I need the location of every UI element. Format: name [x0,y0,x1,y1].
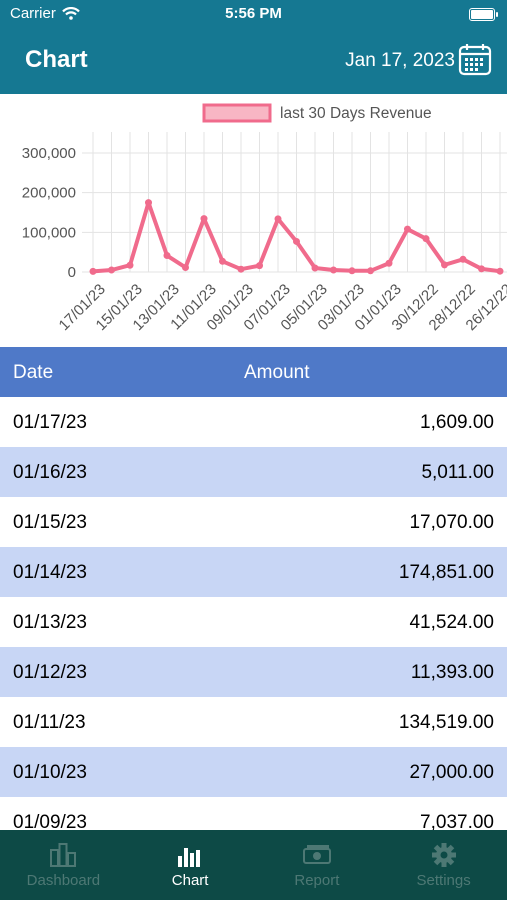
row-amount: 1,609.00 [420,412,494,433]
data-point [348,267,356,275]
y-tick-label: 100,000 [22,224,76,241]
selected-date[interactable]: Jan 17, 2023 [345,50,455,71]
table-row[interactable]: 01/14/23 174,851.00 [0,547,507,597]
revenue-chart: 300,000 200,000 100,000 0 17/01/23 15/01/23 1… [0,94,507,347]
column-header-amount: Amount [244,362,310,383]
tab-dashboard[interactable]: Dashboard [0,830,127,900]
revenue-table[interactable]: 01/17/23 1,609.00 01/16/23 5,011.00 01/15/… [0,397,507,830]
table-header: Date Amount [0,347,507,397]
status-time: 5:56 PM [225,5,282,22]
chart-icon [178,848,201,867]
data-point [145,199,152,207]
settings-icon [431,843,456,867]
row-amount: 7,037.00 [420,812,494,830]
data-point [422,235,430,243]
tab-label: Report [294,872,340,889]
table-row[interactable]: 01/12/23 11,393.00 [0,647,507,697]
data-point [200,215,208,223]
row-date: 01/10/23 [13,762,87,783]
table-row[interactable]: 01/15/23 17,070.00 [0,497,507,547]
row-amount: 41,524.00 [409,612,494,633]
table-row[interactable]: 01/17/23 1,609.00 [0,397,507,447]
y-tick-label: 0 [68,264,76,281]
status-bar: Carrier 5:56 PM [0,5,507,25]
data-point [126,261,134,269]
data-point [274,215,282,223]
data-point [404,225,411,233]
tab-chart[interactable]: Chart [127,830,254,900]
nav-header: Carrier 5:56 PM Chart Jan 17, 2023 [0,0,507,94]
data-point [385,259,393,267]
table-row[interactable]: 01/16/23 5,011.00 [0,447,507,497]
row-amount: 27,000.00 [409,762,494,783]
table-row[interactable]: 01/13/23 41,524.00 [0,597,507,647]
data-point [441,261,448,269]
dashboard-icon [50,843,77,867]
row-date: 01/13/23 [13,612,87,633]
wifi-icon [62,7,80,20]
row-amount: 5,011.00 [421,462,494,483]
row-date: 01/09/23 [13,812,87,830]
data-point [293,237,300,245]
data-point [237,265,245,273]
data-point [219,257,226,265]
data-point [182,263,189,271]
report-icon [302,845,331,864]
tab-bar: Dashboard Chart Report [0,830,507,900]
row-date: 01/12/23 [13,662,87,683]
data-point [459,255,467,263]
tab-label: Settings [416,872,471,889]
battery-icon [469,8,498,21]
tab-label: Dashboard [26,872,101,889]
row-date: 01/15/23 [13,512,87,533]
table-row[interactable]: 01/09/23 7,037.00 [0,797,507,830]
data-point [496,267,504,275]
table-row[interactable]: 01/11/23 134,519.00 [0,697,507,747]
data-point [478,265,485,273]
data-point [367,267,374,275]
y-tick-label: 200,000 [22,185,76,202]
legend-swatch [202,103,272,123]
carrier: Carrier [10,5,80,22]
legend-label: last 30 Days Revenue [280,105,432,122]
y-tick-label: 300,000 [22,145,76,162]
data-point [163,252,171,260]
row-amount: 174,851.00 [398,562,494,583]
row-amount: 134,519.00 [398,712,494,733]
row-date: 01/11/23 [13,712,86,733]
row-amount: 17,070.00 [409,512,494,533]
row-date: 01/16/23 [13,462,87,483]
row-date: 01/14/23 [13,562,87,583]
carrier-label: Carrier [10,5,56,22]
table-row[interactable]: 01/10/23 27,000.00 [0,747,507,797]
data-point [256,262,263,270]
page-title: Chart [25,46,88,73]
data-point [89,267,97,275]
row-amount: 11,393.00 [410,662,494,683]
row-date: 01/17/23 [13,412,87,433]
data-point [330,266,337,274]
data-point [108,266,115,274]
column-header-date: Date [13,362,54,383]
data-point [311,264,319,272]
tab-settings[interactable]: Settings [380,830,507,900]
tab-label: Chart [171,872,209,889]
tab-report[interactable]: Report [254,830,381,900]
calendar-icon[interactable] [458,42,492,76]
